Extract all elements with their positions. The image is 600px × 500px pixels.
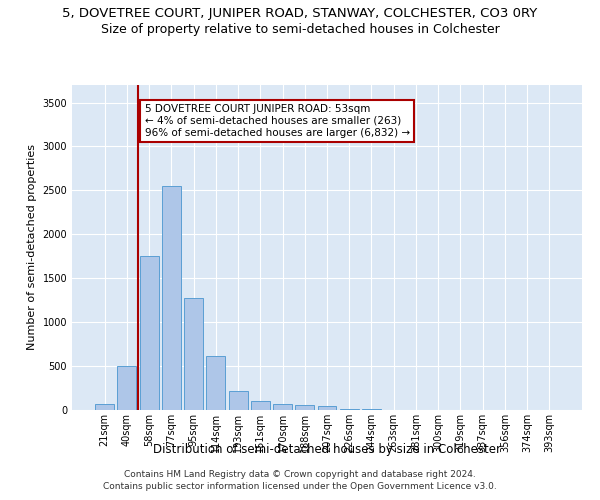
Bar	[140, 256, 158, 410]
Y-axis label: Number of semi-detached properties: Number of semi-detached properties	[27, 144, 37, 350]
Bar	[184, 298, 203, 410]
Bar	[95, 404, 114, 410]
Text: Distribution of semi-detached houses by size in Colchester: Distribution of semi-detached houses by …	[153, 442, 501, 456]
Bar	[317, 406, 337, 410]
Text: 5, DOVETREE COURT, JUNIPER ROAD, STANWAY, COLCHESTER, CO3 0RY: 5, DOVETREE COURT, JUNIPER ROAD, STANWAY…	[62, 8, 538, 20]
Bar	[251, 401, 270, 410]
Bar	[229, 391, 248, 410]
Text: Contains public sector information licensed under the Open Government Licence v3: Contains public sector information licen…	[103, 482, 497, 491]
Bar	[340, 408, 359, 410]
Bar	[206, 356, 225, 410]
Text: 5 DOVETREE COURT JUNIPER ROAD: 53sqm
← 4% of semi-detached houses are smaller (2: 5 DOVETREE COURT JUNIPER ROAD: 53sqm ← 4…	[145, 104, 410, 138]
Text: Size of property relative to semi-detached houses in Colchester: Size of property relative to semi-detach…	[101, 22, 499, 36]
Bar	[273, 404, 292, 410]
Bar	[295, 405, 314, 410]
Bar	[162, 186, 181, 410]
Text: Contains HM Land Registry data © Crown copyright and database right 2024.: Contains HM Land Registry data © Crown c…	[124, 470, 476, 479]
Bar	[118, 366, 136, 410]
Bar	[362, 409, 381, 410]
